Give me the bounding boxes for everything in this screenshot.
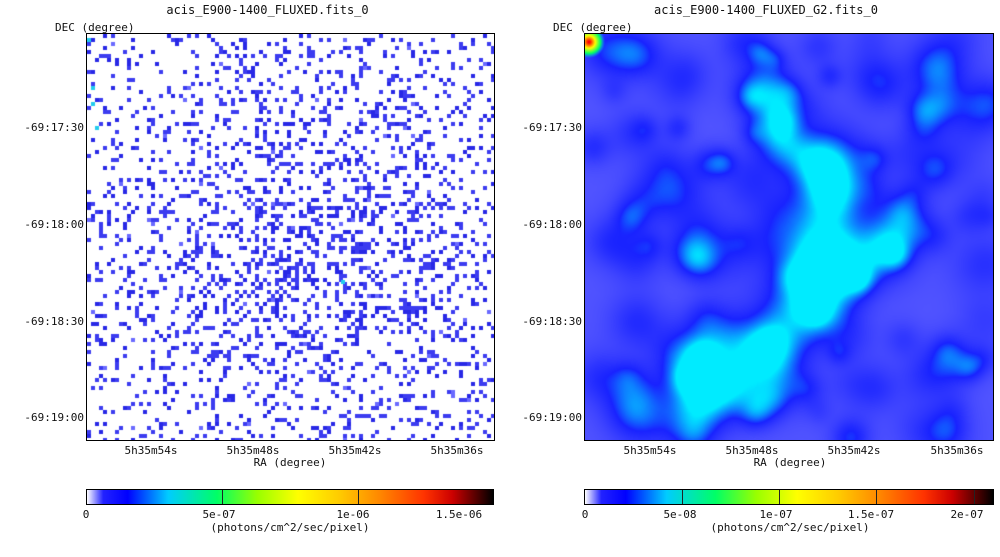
- right-xtick: 5h35m36s: [930, 444, 984, 457]
- left-flux-heatmap: [87, 34, 494, 440]
- left-ra-axis-label: RA (degree): [253, 456, 327, 469]
- right-ytick: -69:19:00: [522, 411, 582, 424]
- left-colorbar-tick: 0: [82, 508, 90, 521]
- colorbar-tick-mark: [222, 490, 224, 504]
- left-colorbar-tick: 5e-07: [202, 508, 236, 521]
- right-colorbar-tick: 0: [581, 508, 589, 521]
- left-colorbar: [86, 489, 494, 505]
- left-dec-axis-label: DEC (degree): [55, 21, 135, 34]
- colorbar-tick-mark: [357, 490, 359, 504]
- right-colorbar-tick: 1.5e-07: [847, 508, 895, 521]
- right-image-panel: acis_E900-1400_FLUXED_G2.fits_0 DEC (deg…: [500, 0, 1000, 557]
- left-xtick: 5h35m36s: [430, 444, 484, 457]
- left-image-title: acis_E900-1400_FLUXED.fits_0: [166, 3, 369, 17]
- left-image-panel: acis_E900-1400_FLUXED.fits_0 DEC (degree…: [24, 3, 495, 534]
- right-colorbar-tick: 1e-07: [759, 508, 793, 521]
- right-image-title: acis_E900-1400_FLUXED_G2.fits_0: [654, 3, 878, 17]
- right-dec-axis-label: DEC (degree): [553, 21, 633, 34]
- left-colorbar-tick: 1.5e-06: [435, 508, 483, 521]
- right-xtick: 5h35m42s: [827, 444, 881, 457]
- right-ytick: -69:18:30: [522, 315, 582, 328]
- right-image-plot[interactable]: [584, 33, 994, 441]
- colorbar-tick-mark: [682, 490, 684, 504]
- left-ytick: -69:17:30: [24, 121, 84, 134]
- right-colorbar: [584, 489, 994, 505]
- left-ytick: -69:19:00: [24, 411, 84, 424]
- right-ytick: -69:18:00: [522, 218, 582, 231]
- right-ytick: -69:17:30: [522, 121, 582, 134]
- left-colorbar-unit-label: (photons/cm^2/sec/pixel): [210, 521, 370, 534]
- colorbar-tick-mark: [973, 490, 975, 504]
- right-colorbar-unit-label: (photons/cm^2/sec/pixel): [710, 521, 870, 534]
- right-xtick: 5h35m54s: [623, 444, 677, 457]
- right-ra-axis-label: RA (degree): [753, 456, 827, 469]
- left-image-plot[interactable]: [86, 33, 495, 441]
- colorbar-tick-mark: [779, 490, 781, 504]
- left-colorbar-tick: 1e-06: [336, 508, 370, 521]
- left-xtick: 5h35m42s: [328, 444, 382, 457]
- left-xtick: 5h35m48s: [226, 444, 280, 457]
- right-colorbar-tick: 2e-07: [950, 508, 984, 521]
- colorbar-tick-mark: [876, 490, 878, 504]
- right-xtick: 5h35m48s: [725, 444, 779, 457]
- right-colorbar-tick: 5e-08: [663, 508, 697, 521]
- left-xtick: 5h35m54s: [124, 444, 178, 457]
- left-ytick: -69:18:30: [24, 315, 84, 328]
- right-flux-heatmap: [585, 34, 993, 440]
- left-ytick: -69:18:00: [24, 218, 84, 231]
